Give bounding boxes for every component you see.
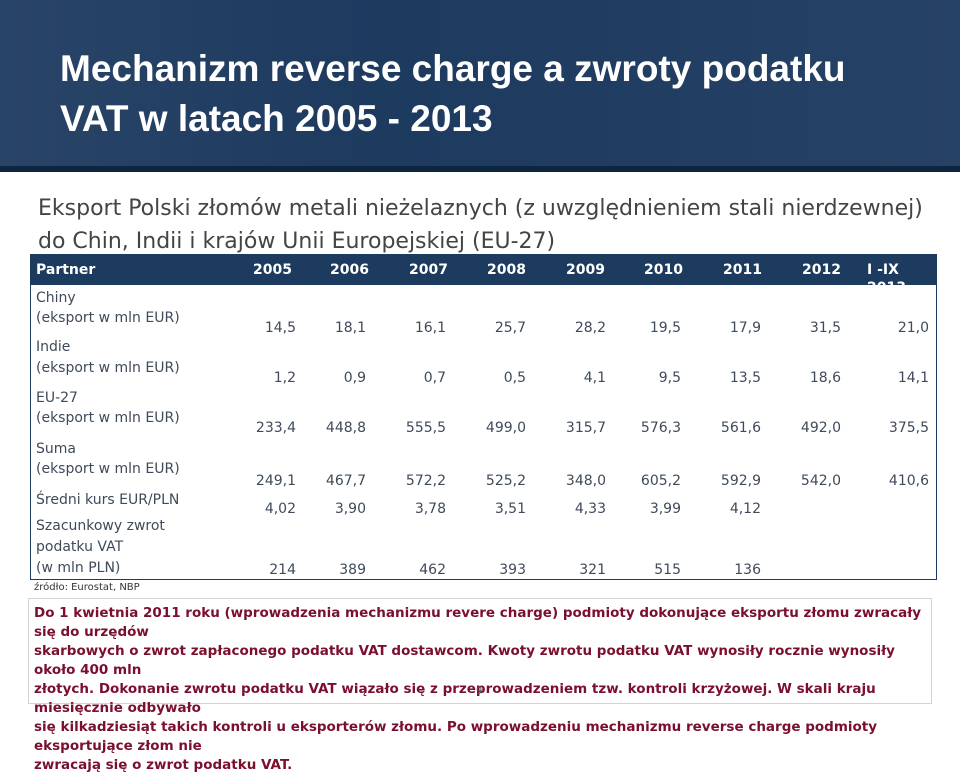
row-label-line: (eksport w mln EUR) [36,310,180,326]
row-label-line: Chiny [36,290,76,306]
table-cell: 1,2 [273,370,296,386]
table-cell: 13,5 [729,370,761,386]
header-stripe [0,166,960,172]
row-label-line: Suma [36,441,76,457]
table-cell: 14,1 [897,370,929,386]
header-cell-2006: 2006 [330,262,369,278]
row-label-line: EU-27 [36,390,78,406]
table-cell: 17,9 [729,320,761,336]
table-cell: 214 [269,562,296,578]
table-cell: 410,6 [888,473,929,489]
row-label-line: Indie [36,339,71,355]
table-cell: 592,9 [720,473,761,489]
header-cell-2013: I -IX 2013 [867,262,906,296]
note-line: złotych. Dokonanie zwrotu podatku VAT wi… [34,681,876,716]
table-cell: 525,2 [485,473,526,489]
table-cell: 0,7 [423,370,446,386]
slide-subtitle: Eksport Polski złomów metali nieżelaznyc… [38,192,938,258]
slide-title: Mechanizm reverse charge a zwroty podatk… [60,44,940,144]
table-cell: 4,02 [264,501,296,517]
table-cell: 499,0 [485,420,526,436]
table-cell: 555,5 [405,420,446,436]
table-cell: 21,0 [897,320,929,336]
table-cell: 348,0 [565,473,606,489]
table-cell: 605,2 [640,473,681,489]
table-cell: 375,5 [888,420,929,436]
table-cell: 25,7 [494,320,526,336]
slide-title-line-1: Mechanizm reverse charge a zwroty podatk… [60,48,846,89]
table-cell: 14,5 [264,320,296,336]
table-cell: 4,1 [583,370,606,386]
title-header-band: Mechanizm reverse charge a zwroty podatk… [0,0,960,172]
header-cell-2008: 2008 [487,262,526,278]
row-label-line: Szacunkowy zwrot [36,518,165,534]
note-line: się kilkadziesiąt takich kontroli u eksp… [34,719,878,754]
table-cell: 467,7 [325,473,366,489]
table-cell: 515 [654,562,681,578]
explanatory-note: Do 1 kwietnia 2011 roku (wprowadzenia me… [34,604,934,775]
table-cell: 389 [339,562,366,578]
row-label-line: (eksport w mln EUR) [36,410,180,426]
header-cell-2010: 2010 [644,262,683,278]
table-cell: 492,0 [800,420,841,436]
table-cell: 393 [499,562,526,578]
row-label-line: (eksport w mln EUR) [36,461,180,477]
row-label-line: (w mln PLN) [36,560,121,576]
table-cell: 9,5 [658,370,681,386]
note-box [28,598,932,704]
header-cell-2011: 2011 [723,262,762,278]
row-label-line: (eksport w mln EUR) [36,360,180,376]
table-cell: 448,8 [325,420,366,436]
note-line: zwracają się o zwrot podatku VAT. [34,757,293,773]
table-cell: 233,4 [255,420,296,436]
table-cell: 4,33 [574,501,606,517]
table-cell: 315,7 [565,420,606,436]
data-table: Partner 2005 2006 2007 2008 2009 2010 20… [30,254,937,580]
row-label-line: podatku VAT [36,539,124,555]
source-note: źródło: Eurostat, NBP [34,582,140,593]
header-cell-2005: 2005 [253,262,292,278]
table-cell: 136 [734,562,761,578]
table-cell: 321 [579,562,606,578]
table-cell: 561,6 [720,420,761,436]
table-cell: 542,0 [800,473,841,489]
table-cell: 0,5 [503,370,526,386]
row-label-line: Średni kurs EUR/PLN [36,492,180,508]
table-cell: 462 [419,562,446,578]
header-cell-2009: 2009 [566,262,605,278]
table-cell: 16,1 [414,320,446,336]
table-cell: 18,6 [809,370,841,386]
table-cell: 18,1 [334,320,366,336]
note-line: Do 1 kwietnia 2011 roku (wprowadzenia me… [34,605,922,640]
table-cell: 31,5 [809,320,841,336]
subtitle-line-1: Eksport Polski złomów metali nieżelaznyc… [38,196,923,221]
header-cell-2012: 2012 [802,262,841,278]
header-glow [0,0,960,170]
table-cell: 3,99 [649,501,681,517]
header-cell-partner: Partner [36,262,96,278]
table-cell: 4,12 [729,501,761,517]
table-cell: 3,51 [494,501,526,517]
page-number: 9 [476,686,483,697]
note-line: skarbowych o zwrot zapłaconego podatku V… [34,643,895,678]
subtitle-line-2: do Chin, Indii i krajów Unii Europejskie… [38,229,556,254]
slide-title-line-2: VAT w latach 2005 - 2013 [60,98,493,139]
table-cell: 572,2 [405,473,446,489]
table-cell: 28,2 [574,320,606,336]
table-cell: 3,78 [414,501,446,517]
table-header-row: Partner 2005 2006 2007 2008 2009 2010 20… [31,255,936,296]
table-cell: 19,5 [649,320,681,336]
table-cell: 3,90 [334,501,366,517]
table-cell: 576,3 [640,420,681,436]
header-cell-2007: 2007 [409,262,448,278]
table-cell: 0,9 [343,370,366,386]
table-cell: 249,1 [255,473,296,489]
